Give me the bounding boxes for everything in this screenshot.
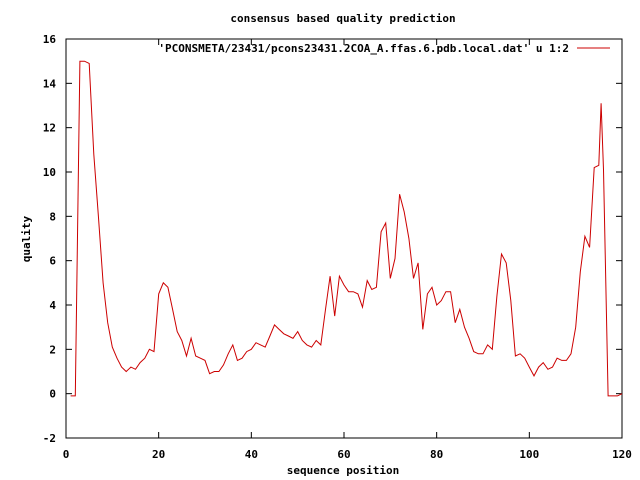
x-tick-label: 120 bbox=[612, 448, 632, 461]
legend: 'PCONSMETA/23431/pcons23431.2COA_A.ffas.… bbox=[158, 42, 610, 55]
y-tick-label: 14 bbox=[43, 77, 57, 90]
y-axis-label: quality bbox=[20, 215, 33, 262]
y-tick-label: 8 bbox=[49, 210, 56, 223]
x-tick-label: 0 bbox=[63, 448, 70, 461]
tick-labels: -2 0 2 4 6 8 10 12 14 16 0 20 40 60 80 100 120 bbox=[43, 33, 632, 461]
x-tick-label: 60 bbox=[337, 448, 350, 461]
y-tick-label: 0 bbox=[49, 388, 56, 401]
y-tick-label: 16 bbox=[43, 33, 57, 46]
y-tick-label: -2 bbox=[43, 432, 56, 445]
plot-frame bbox=[65, 38, 623, 439]
y-tick-label: 2 bbox=[49, 343, 56, 356]
legend-label: 'PCONSMETA/23431/pcons23431.2COA_A.ffas.… bbox=[158, 42, 569, 55]
series-line bbox=[70, 60, 623, 397]
y-tick-label: 4 bbox=[49, 299, 56, 312]
x-tick-label: 100 bbox=[519, 448, 539, 461]
y-tick-label: 6 bbox=[49, 255, 56, 268]
chart-title: consensus based quality prediction bbox=[230, 12, 455, 25]
x-axis-label: sequence position bbox=[287, 464, 400, 477]
axes bbox=[65, 38, 623, 439]
x-tick-label: 20 bbox=[152, 448, 165, 461]
x-tick-label: 40 bbox=[245, 448, 258, 461]
x-tick-label: 80 bbox=[430, 448, 443, 461]
y-tick-label: 12 bbox=[43, 122, 56, 135]
y-tick-label: 10 bbox=[43, 166, 56, 179]
